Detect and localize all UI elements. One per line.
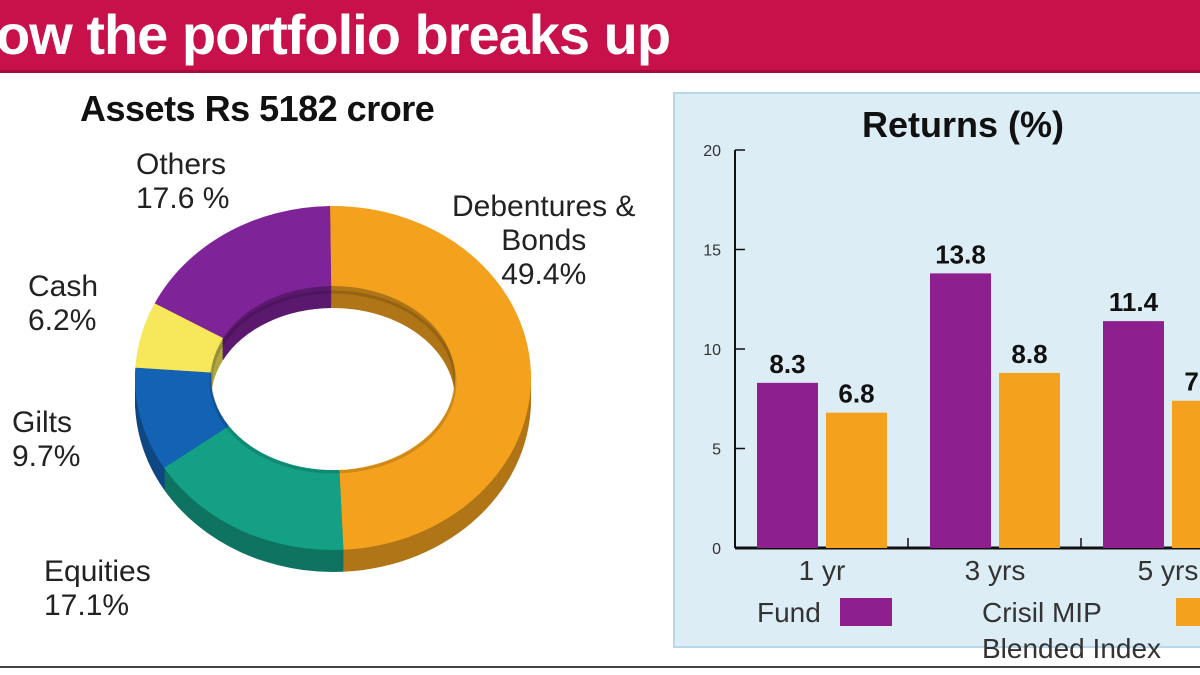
bar-fund xyxy=(1103,321,1164,548)
bar-index xyxy=(1172,400,1200,548)
pie-label-value: 49.4% xyxy=(501,258,587,291)
title-banner: ow the portfolio breaks up xyxy=(0,0,1200,73)
y-tick-label: 0 xyxy=(712,541,721,558)
pie-title: Assets Rs 5182 crore xyxy=(80,88,435,129)
bar-title: Returns (%) xyxy=(862,104,1065,145)
donut-slice-debentures-bonds xyxy=(330,206,532,550)
donut-slice-cash xyxy=(135,303,224,373)
bar-fund xyxy=(930,273,991,548)
bar-value-label: 8.3 xyxy=(769,349,805,379)
pie-label-value: 17.6 % xyxy=(136,182,230,215)
legend-label-index: Crisil MIP xyxy=(982,597,1102,628)
x-tick-label: 5 yrs xyxy=(1138,555,1199,586)
banner-title: ow the portfolio breaks up xyxy=(0,3,671,66)
pie-label: Cash 6.2% xyxy=(28,270,98,338)
pie-label-name: Gilts xyxy=(12,406,72,439)
pie-label-name: Cash xyxy=(28,270,99,303)
pie-label-value: 9.7% xyxy=(12,440,81,473)
donut-slice-others xyxy=(154,206,332,338)
y-tick-label: 10 xyxy=(703,342,721,359)
pie-label: Others 17.6 % xyxy=(136,148,229,216)
y-tick-label: 20 xyxy=(703,143,721,160)
pie-label-name: Equities xyxy=(44,555,151,588)
y-tick-label: 5 xyxy=(712,442,721,459)
bar-fund xyxy=(757,382,818,548)
bar-value-label: 7.4 xyxy=(1184,367,1200,397)
bar-index xyxy=(826,412,887,548)
pie-label: Equities 17.1% xyxy=(44,555,151,623)
x-tick-label: 1 yr xyxy=(799,555,846,586)
divider xyxy=(0,666,1200,668)
legend-label-index: Blended Index xyxy=(982,633,1161,664)
bar-value-label: 11.4 xyxy=(1109,287,1159,317)
pie-label-name: Others xyxy=(136,148,227,181)
legend-swatch-index xyxy=(1176,598,1200,626)
pie-label: Gilts 9.7% xyxy=(12,406,80,474)
bar-value-label: 6.8 xyxy=(838,379,874,409)
pie-label-name: Debentures & xyxy=(452,190,636,223)
legend-swatch-fund xyxy=(840,598,892,626)
bar-value-label: 13.8 xyxy=(935,239,986,269)
donut-slice-gilts xyxy=(135,367,229,468)
pie-label-value: 6.2% xyxy=(28,304,97,337)
bar-index xyxy=(999,372,1060,548)
pie-label-value: 17.1% xyxy=(44,589,130,622)
legend-label-fund: Fund xyxy=(757,597,821,628)
pie-label-name: Bonds xyxy=(501,224,587,257)
y-tick-label: 15 xyxy=(703,243,721,260)
pie-label: Debentures & Bonds 49.4% xyxy=(452,190,635,292)
bar-value-label: 8.8 xyxy=(1011,339,1047,369)
donut-hole-edge xyxy=(209,290,457,474)
donut-slice-equities xyxy=(164,426,344,550)
x-tick-label: 3 yrs xyxy=(965,555,1026,586)
